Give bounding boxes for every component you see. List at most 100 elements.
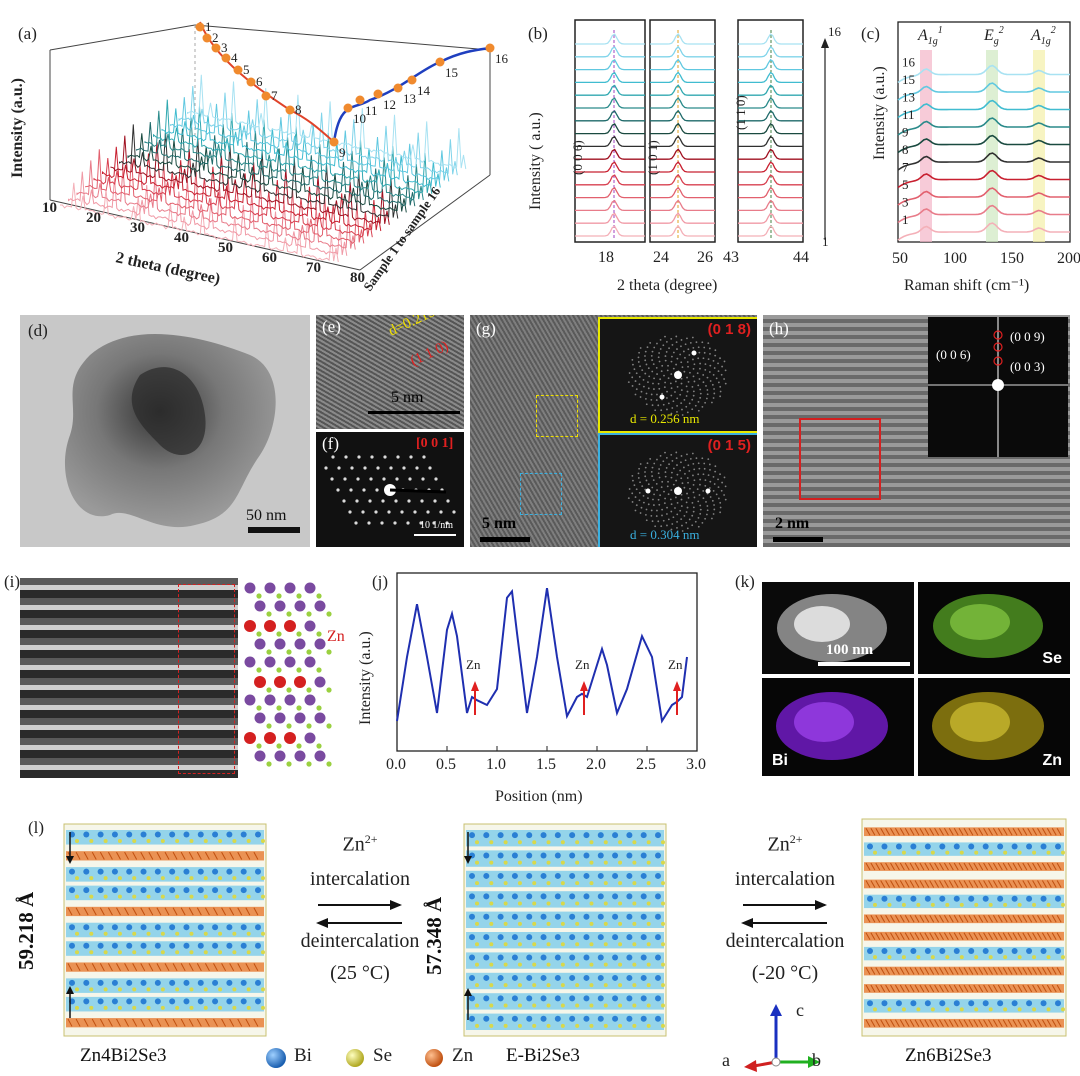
zn-bond bbox=[132, 963, 138, 972]
zn-bond bbox=[1046, 967, 1052, 975]
zn-bond bbox=[1022, 967, 1028, 975]
zn-bond bbox=[1056, 880, 1062, 888]
bi-atom bbox=[626, 872, 633, 879]
bi-atom bbox=[554, 832, 561, 839]
b-pattern-3-14 bbox=[738, 58, 803, 71]
zn-bond bbox=[164, 851, 170, 860]
fft-noise bbox=[631, 385, 634, 387]
fft-noise bbox=[676, 348, 678, 350]
bi-atom bbox=[640, 852, 647, 859]
bi-atom bbox=[83, 998, 90, 1005]
b-pattern-1-2 bbox=[575, 212, 645, 224]
zn-bond bbox=[958, 1019, 964, 1028]
bi-atom bbox=[583, 913, 590, 920]
fft-noise bbox=[649, 342, 652, 344]
se-atom bbox=[517, 983, 522, 988]
se-atom bbox=[261, 894, 265, 899]
se-atom bbox=[1032, 850, 1037, 855]
fft-noise bbox=[688, 518, 691, 521]
zn-layer bbox=[66, 851, 264, 861]
fft-noise bbox=[689, 487, 691, 490]
bi-atom bbox=[526, 995, 533, 1002]
label-e-bi2se3: E-Bi2Se3 bbox=[506, 1045, 580, 1066]
fft-noise bbox=[721, 481, 724, 484]
se-atom bbox=[489, 860, 494, 865]
fft-noise bbox=[711, 401, 713, 404]
fft-noise bbox=[680, 455, 683, 457]
zn-bond bbox=[880, 1019, 886, 1028]
se-atom bbox=[286, 761, 292, 767]
se-atom bbox=[873, 955, 877, 960]
bi-atom bbox=[526, 852, 533, 859]
bi-atom bbox=[612, 974, 619, 981]
zn-bond bbox=[148, 1018, 154, 1027]
zn-bond bbox=[880, 932, 886, 940]
element-legend bbox=[266, 1048, 443, 1068]
saed-spot bbox=[355, 499, 359, 503]
fft-noise bbox=[706, 505, 709, 507]
zn-bond bbox=[929, 862, 935, 871]
fft-noise bbox=[631, 376, 634, 379]
bi-atom bbox=[526, 893, 533, 900]
bi-atom bbox=[910, 1000, 917, 1007]
zn-bond bbox=[180, 963, 186, 972]
fft-noise bbox=[628, 372, 631, 374]
bi-atom bbox=[274, 750, 286, 762]
zn-bond bbox=[221, 851, 227, 860]
bi-atom bbox=[968, 895, 975, 902]
bi-atom bbox=[526, 872, 533, 879]
bi-atom bbox=[895, 843, 902, 850]
fft-noise bbox=[638, 467, 641, 470]
b-arrow-bottom: 1 bbox=[822, 234, 829, 249]
zn-bond bbox=[1002, 880, 1008, 888]
fft-noise bbox=[650, 354, 653, 357]
bi-atom bbox=[554, 974, 561, 981]
fft-noise bbox=[667, 377, 670, 380]
structure-zn6bi2se3 bbox=[861, 818, 1067, 1037]
zn-layer bbox=[864, 879, 1064, 889]
zn-bond bbox=[75, 851, 81, 860]
zn-bond bbox=[894, 827, 900, 836]
bi-atom bbox=[154, 998, 161, 1005]
se-atom bbox=[117, 1005, 122, 1010]
se-atom bbox=[175, 876, 180, 881]
se-atom bbox=[945, 850, 950, 855]
saed-spot bbox=[400, 510, 404, 514]
zn-bond bbox=[958, 827, 964, 836]
se-atom bbox=[661, 1003, 665, 1008]
se-atom bbox=[203, 838, 208, 843]
fft-noise bbox=[699, 512, 702, 515]
fft-noise bbox=[638, 383, 641, 386]
fft-noise bbox=[684, 472, 686, 475]
fft-noise bbox=[644, 475, 647, 478]
zn-bond bbox=[943, 967, 949, 975]
fft-noise bbox=[638, 351, 641, 354]
saed-spot bbox=[394, 499, 398, 503]
se-atom bbox=[988, 955, 993, 960]
zn-bond bbox=[992, 827, 998, 836]
bi-atom bbox=[626, 995, 633, 1002]
bi-atom bbox=[540, 872, 547, 879]
se-atom bbox=[489, 1023, 494, 1028]
g-d1: d = 0.256 nm bbox=[630, 411, 700, 426]
bi-atom bbox=[554, 954, 561, 961]
bi-atom bbox=[1026, 895, 1033, 902]
zn-bond bbox=[914, 1019, 920, 1028]
zn-bond bbox=[948, 862, 954, 871]
se-atom bbox=[503, 983, 508, 988]
zn-bond bbox=[229, 907, 235, 916]
se-atom bbox=[132, 931, 137, 936]
fft-noise bbox=[680, 345, 682, 348]
fft-noise bbox=[709, 380, 712, 382]
bi-atom bbox=[240, 924, 247, 931]
bi-atom bbox=[526, 1015, 533, 1022]
fft-noise bbox=[704, 401, 707, 404]
se-atom bbox=[306, 723, 312, 729]
fft-noise bbox=[639, 396, 642, 398]
fft-noise bbox=[664, 451, 666, 454]
zn-bond bbox=[1027, 967, 1033, 975]
fft-noise bbox=[647, 497, 649, 500]
bi-atom bbox=[483, 934, 490, 941]
bi-atom bbox=[655, 934, 661, 941]
bi-atom bbox=[197, 942, 204, 949]
